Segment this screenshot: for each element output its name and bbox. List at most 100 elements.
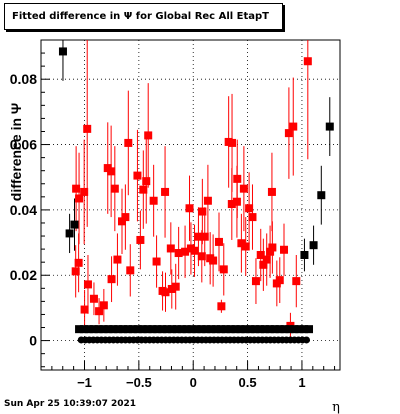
data-point — [158, 325, 167, 334]
data-point — [110, 184, 119, 193]
data-point — [228, 138, 237, 147]
data-point — [65, 229, 74, 238]
data-point — [292, 277, 301, 286]
x-tick-label: 1 — [298, 375, 305, 390]
data-point — [300, 325, 309, 334]
data-point — [182, 325, 191, 334]
data-point — [265, 325, 274, 334]
data-point — [285, 325, 294, 334]
data-point — [256, 250, 265, 259]
data-point — [190, 246, 199, 255]
data-point — [221, 325, 230, 334]
data-point — [303, 336, 311, 344]
data-point — [94, 325, 103, 334]
data-point — [133, 171, 142, 180]
data-point — [236, 325, 245, 334]
data-point — [305, 325, 314, 334]
data-point — [212, 325, 221, 334]
data-point — [284, 129, 293, 138]
data-point — [75, 194, 84, 203]
data-point — [174, 249, 183, 258]
data-point — [231, 325, 240, 334]
data-point — [226, 325, 235, 334]
data-point — [172, 325, 181, 334]
data-point — [268, 243, 277, 252]
data-point — [185, 204, 194, 213]
data-point — [128, 325, 137, 334]
x-tick-label: −0.5 — [126, 375, 152, 390]
data-point — [203, 196, 212, 205]
data-point — [84, 325, 93, 334]
data-point — [83, 280, 92, 289]
data-point — [198, 207, 207, 216]
data-point — [266, 247, 275, 256]
data-point — [202, 325, 211, 334]
data-point — [260, 325, 269, 334]
data-point — [251, 325, 260, 334]
data-point — [256, 325, 265, 334]
data-point — [245, 204, 254, 213]
data-point — [99, 301, 108, 310]
data-point — [75, 325, 84, 334]
data-point — [200, 232, 209, 241]
data-point — [121, 213, 130, 222]
data-point — [148, 325, 157, 334]
data-point — [80, 187, 89, 196]
data-point — [181, 247, 190, 256]
y-tick-label: 0.04 — [10, 202, 37, 218]
data-point — [192, 325, 201, 334]
data-point — [153, 325, 162, 334]
data-point — [290, 325, 299, 334]
data-point — [295, 325, 304, 334]
data-point — [300, 250, 309, 259]
data-point — [232, 197, 241, 206]
x-tick-label: −1 — [77, 375, 92, 390]
data-point — [309, 241, 318, 250]
y-axis-label: difference in Ψ — [8, 103, 24, 201]
data-point — [275, 276, 284, 285]
data-point — [270, 325, 279, 334]
data-point — [136, 235, 145, 244]
data-point — [133, 325, 142, 334]
data-point — [113, 255, 122, 264]
data-point — [166, 244, 175, 253]
data-point — [227, 200, 236, 209]
data-point — [280, 325, 289, 334]
data-point — [280, 245, 289, 254]
data-point — [317, 191, 326, 200]
data-point — [114, 325, 123, 334]
data-point — [142, 177, 151, 186]
data-point — [83, 124, 92, 133]
chart-title: Fitted difference in Ψ for Global Rec Al… — [4, 3, 283, 30]
data-point — [58, 47, 67, 56]
data-point — [214, 237, 223, 246]
data-point — [187, 325, 196, 334]
y-tick-label: 0 — [29, 333, 37, 349]
data-point — [267, 187, 276, 196]
data-point — [262, 255, 271, 264]
data-point — [161, 187, 170, 196]
data-point — [248, 213, 257, 222]
data-point — [259, 260, 268, 269]
data-point — [209, 256, 218, 265]
data-point — [95, 307, 104, 316]
data-point — [207, 325, 216, 334]
data-point — [303, 57, 312, 66]
data-point — [152, 257, 161, 266]
data-point — [104, 325, 113, 334]
data-point — [216, 325, 225, 334]
data-point — [119, 325, 128, 334]
data-point — [325, 122, 334, 131]
data-point — [219, 265, 228, 274]
data-point — [124, 138, 133, 147]
data-point — [197, 252, 206, 261]
data-point — [168, 325, 177, 334]
data-point — [289, 122, 298, 131]
data-point — [107, 275, 116, 284]
data-point — [239, 184, 248, 193]
data-point — [144, 131, 153, 140]
data-point — [149, 196, 158, 205]
data-point — [138, 325, 147, 334]
data-point — [123, 325, 132, 334]
